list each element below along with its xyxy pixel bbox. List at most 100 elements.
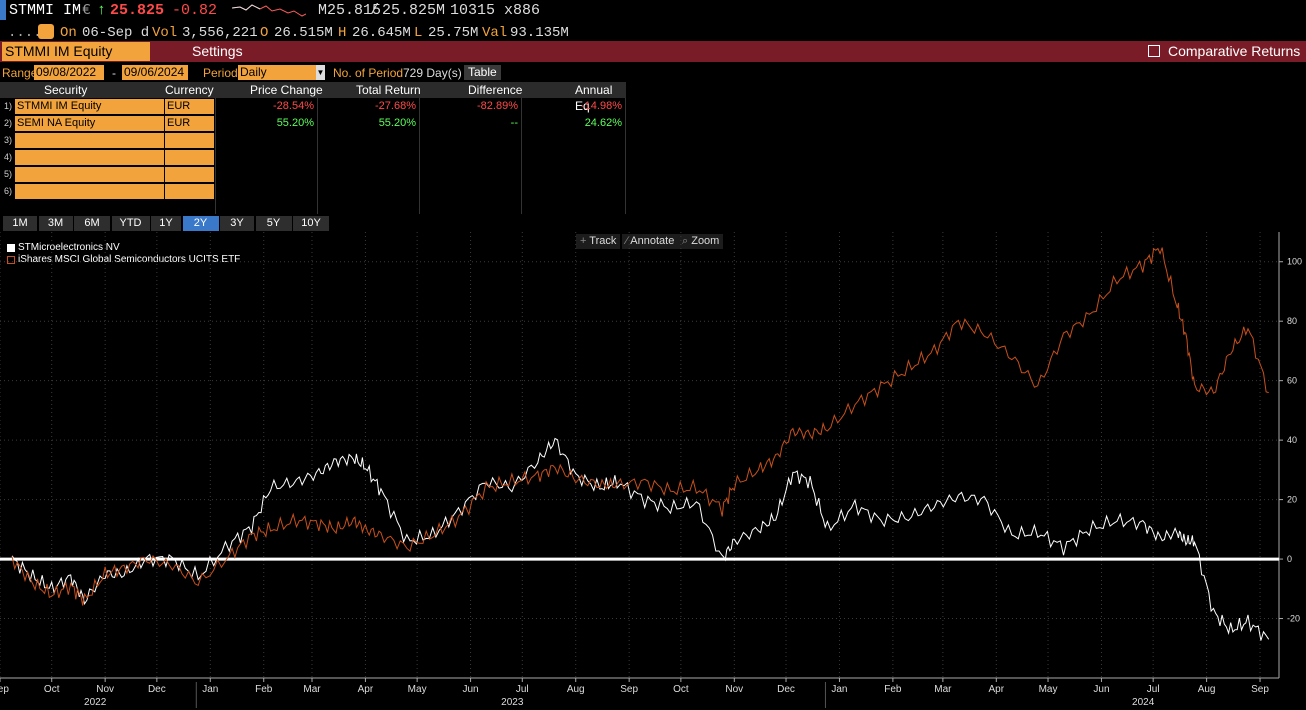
- col-total-return: Total Return: [356, 83, 421, 97]
- series-line-ishares[interactable]: [11, 247, 1269, 606]
- chart-legend: STMicroelectronics NV iShares MSCI Globa…: [6, 242, 240, 266]
- annotate-button[interactable]: ∕ Annotate: [622, 234, 679, 249]
- x-tick-label: Aug: [567, 684, 585, 695]
- cell-annual-eq: -14.98%: [581, 100, 622, 112]
- returns-table: Security Currency Price Change Total Ret…: [0, 82, 626, 214]
- period-button-ytd[interactable]: YTD: [111, 216, 150, 231]
- year-label: 2024: [1132, 697, 1155, 708]
- cell-security[interactable]: SEMI NA Equity: [15, 116, 164, 131]
- cell-security[interactable]: [15, 133, 164, 148]
- sparkline-icon: [232, 4, 306, 17]
- x-tick-label: Aug: [1198, 684, 1216, 695]
- cell-total-return: [318, 167, 418, 182]
- open-value: 26.515M: [274, 25, 333, 41]
- period-button-6m[interactable]: 6M: [74, 216, 110, 231]
- export-icon[interactable]: [1148, 45, 1160, 57]
- period-button-1m[interactable]: 1M: [3, 216, 37, 231]
- cell-security[interactable]: STMMI IM Equity: [15, 99, 164, 114]
- cell-currency[interactable]: [165, 184, 214, 199]
- x-tick-label: Jul: [516, 684, 529, 695]
- price-change: -0.82: [172, 2, 218, 19]
- x-tick-label: Jun: [463, 684, 479, 695]
- period-button-3m[interactable]: 3M: [38, 216, 73, 231]
- row-number: 5): [4, 169, 13, 179]
- zoom-button[interactable]: ⌕ Zoom: [678, 234, 724, 249]
- y-tick-label: 100: [1287, 257, 1302, 267]
- cell-currency[interactable]: EUR: [165, 99, 214, 114]
- magnifier-icon: ⌕: [682, 235, 692, 247]
- news-icon[interactable]: [38, 24, 54, 39]
- chevron-down-icon[interactable]: ▼: [316, 65, 325, 80]
- col-divider: [419, 98, 420, 214]
- x-tick-label: Nov: [96, 684, 114, 695]
- x-tick-label: Jun: [1093, 684, 1109, 695]
- cell-currency[interactable]: [165, 133, 214, 148]
- cell-price-change: [216, 184, 316, 199]
- cell-currency[interactable]: [165, 167, 214, 182]
- period-label: Period: [203, 66, 238, 80]
- cell-price-change: [216, 167, 316, 182]
- period-button-3y[interactable]: 3Y: [220, 216, 254, 231]
- table-button[interactable]: Table: [464, 65, 501, 80]
- cell-price-change: [216, 133, 316, 148]
- col-divider: [625, 98, 626, 214]
- x-tick-label: Mar: [303, 684, 321, 695]
- year-label: 2023: [501, 697, 524, 708]
- ticker-symbol[interactable]: STMMI IM: [9, 2, 82, 19]
- period-button-10y[interactable]: 10Y: [293, 216, 329, 231]
- end-date-input[interactable]: 09/06/2024: [122, 65, 188, 80]
- volume-value: 3,556,221: [182, 25, 258, 41]
- number-of-period-label: No. of Period: [333, 66, 404, 80]
- x-tick-label: Jan: [202, 684, 218, 695]
- period-button-5y[interactable]: 5Y: [255, 216, 292, 231]
- period-button-1y[interactable]: 1Y: [151, 216, 181, 231]
- settings-button[interactable]: Settings: [192, 43, 243, 59]
- row-number: 2): [4, 118, 13, 128]
- cell-annual-eq: [522, 133, 624, 148]
- cell-price-change: 55.20%: [276, 117, 314, 129]
- zoom-label: Zoom: [691, 235, 720, 247]
- cell-difference: [420, 167, 520, 182]
- start-date-input[interactable]: 09/08/2022: [34, 65, 104, 80]
- cell-difference: [420, 184, 520, 199]
- track-button[interactable]: + Track: [576, 234, 621, 249]
- cell-difference: --: [510, 117, 518, 129]
- legend-item-ishares[interactable]: iShares MSCI Global Semiconductors UCITS…: [6, 254, 240, 266]
- x-tick-label: May: [408, 684, 427, 695]
- period-select[interactable]: Daily: [238, 65, 322, 80]
- header-marker: [0, 0, 6, 20]
- cell-annual-eq: [522, 184, 624, 199]
- x-tick-label: Apr: [989, 684, 1005, 695]
- cell-security[interactable]: [15, 184, 164, 199]
- track-label: Track: [589, 235, 617, 247]
- row-number: 4): [4, 152, 13, 162]
- legend-label-ishares: iShares MSCI Global Semiconductors UCITS…: [18, 254, 241, 265]
- cell-security[interactable]: [15, 150, 164, 165]
- row-number: 1): [4, 101, 13, 111]
- x-tick-label: Oct: [44, 684, 60, 695]
- cell-total-return: -27.68%: [375, 100, 416, 112]
- y-tick-label: -20: [1287, 614, 1300, 624]
- last-price: 25.825: [110, 2, 165, 19]
- y-tick-label: 0: [1287, 554, 1292, 564]
- cell-currency[interactable]: EUR: [165, 116, 214, 131]
- series-line-stm[interactable]: [11, 437, 1270, 641]
- cell-security[interactable]: [15, 167, 164, 182]
- x-tick-label: Dec: [777, 684, 795, 695]
- period-button-2y[interactable]: 2Y: [182, 216, 219, 231]
- returns-chart[interactable]: -20 0 20 40 60 80 100 Sep Oct Nov Dec Jan Feb Mar Apr M…: [0, 230, 1306, 710]
- legend-item-stm[interactable]: STMicroelectronics NV: [6, 242, 240, 254]
- range-separator: -: [112, 66, 116, 80]
- col-divider: [521, 98, 522, 214]
- col-price-change: Price Change: [250, 83, 323, 97]
- pencil-icon: ∕: [626, 235, 631, 247]
- bid-price: M25.815: [318, 2, 382, 19]
- x-tick-label: Dec: [148, 684, 166, 695]
- cell-currency[interactable]: [165, 150, 214, 165]
- col-divider: [215, 98, 216, 214]
- row-number: 6): [4, 186, 13, 196]
- cell-price-change: [216, 150, 316, 165]
- cell-total-return: 55.20%: [378, 117, 416, 129]
- x-tick-label: Feb: [884, 684, 902, 695]
- security-input[interactable]: STMMI IM Equity: [2, 42, 150, 61]
